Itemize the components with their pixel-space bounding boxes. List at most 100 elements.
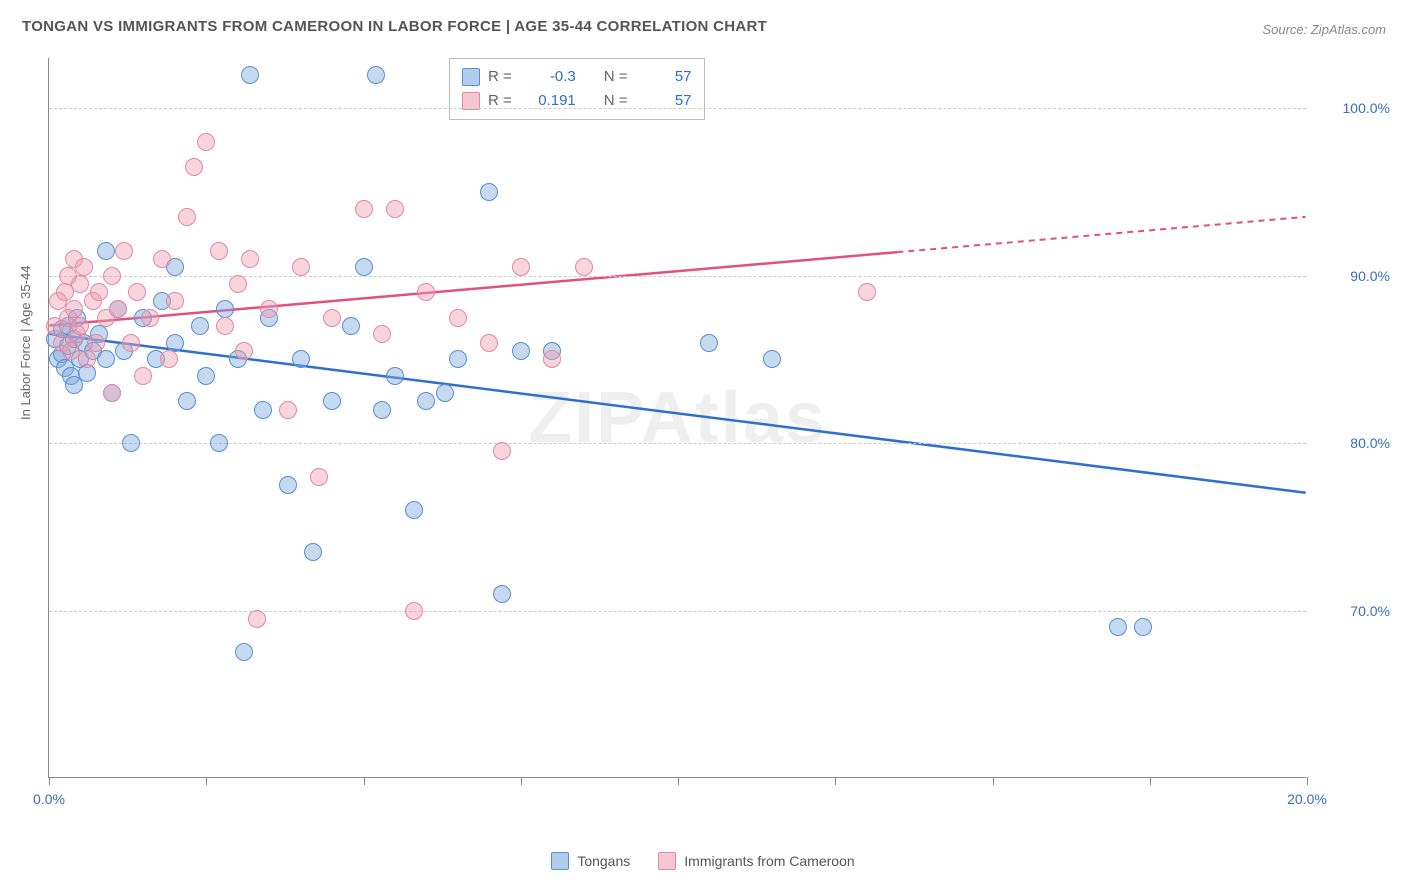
scatter-point bbox=[115, 242, 133, 260]
scatter-point bbox=[304, 543, 322, 561]
scatter-point bbox=[493, 442, 511, 460]
scatter-point bbox=[355, 200, 373, 218]
gridline-h bbox=[49, 443, 1306, 444]
scatter-point bbox=[373, 325, 391, 343]
scatter-point bbox=[97, 242, 115, 260]
trend-line-dashed bbox=[897, 217, 1305, 252]
y-tick-label: 80.0% bbox=[1350, 435, 1390, 451]
r-value-tongans: -0.3 bbox=[520, 65, 576, 89]
scatter-point bbox=[197, 133, 215, 151]
x-tick bbox=[1307, 777, 1308, 785]
gridline-h bbox=[49, 611, 1306, 612]
plot-area: ZIPAtlas R = -0.3 N = 57 R = 0.191 N = 5… bbox=[48, 58, 1306, 778]
x-tick bbox=[678, 777, 679, 785]
scatter-point bbox=[449, 309, 467, 327]
scatter-point bbox=[71, 317, 89, 335]
scatter-point bbox=[141, 309, 159, 327]
x-tick bbox=[49, 777, 50, 785]
chart-title: TONGAN VS IMMIGRANTS FROM CAMEROON IN LA… bbox=[22, 18, 767, 35]
n-value-cameroon: 57 bbox=[636, 89, 692, 113]
scatter-point bbox=[75, 258, 93, 276]
scatter-point bbox=[323, 309, 341, 327]
scatter-point bbox=[185, 158, 203, 176]
scatter-point bbox=[292, 350, 310, 368]
source-attribution: Source: ZipAtlas.com bbox=[1262, 22, 1386, 37]
scatter-point bbox=[166, 334, 184, 352]
y-tick-label: 70.0% bbox=[1350, 603, 1390, 619]
scatter-point bbox=[241, 66, 259, 84]
scatter-point bbox=[493, 585, 511, 603]
scatter-point bbox=[248, 610, 266, 628]
scatter-point bbox=[210, 242, 228, 260]
scatter-point bbox=[216, 317, 234, 335]
scatter-point bbox=[260, 300, 278, 318]
scatter-point bbox=[122, 434, 140, 452]
scatter-point bbox=[512, 342, 530, 360]
scatter-point bbox=[700, 334, 718, 352]
scatter-point bbox=[417, 283, 435, 301]
legend-label-cameroon: Immigrants from Cameroon bbox=[684, 853, 854, 869]
legend-label-tongans: Tongans bbox=[577, 853, 630, 869]
r-label: R = bbox=[488, 89, 512, 113]
x-tick bbox=[364, 777, 365, 785]
scatter-point bbox=[97, 350, 115, 368]
x-tick-label: 20.0% bbox=[1287, 791, 1327, 807]
scatter-point bbox=[386, 200, 404, 218]
scatter-point bbox=[235, 342, 253, 360]
scatter-point bbox=[103, 267, 121, 285]
n-label: N = bbox=[604, 65, 628, 89]
y-tick-label: 100.0% bbox=[1343, 100, 1390, 116]
watermark: ZIPAtlas bbox=[528, 377, 827, 459]
scatter-point bbox=[197, 367, 215, 385]
scatter-point bbox=[178, 392, 196, 410]
n-value-tongans: 57 bbox=[636, 65, 692, 89]
scatter-point bbox=[229, 275, 247, 293]
scatter-point bbox=[65, 300, 83, 318]
stats-row-tongans: R = -0.3 N = 57 bbox=[462, 65, 692, 89]
scatter-point bbox=[575, 258, 593, 276]
scatter-point bbox=[160, 350, 178, 368]
scatter-point bbox=[210, 434, 228, 452]
scatter-point bbox=[373, 401, 391, 419]
scatter-point bbox=[417, 392, 435, 410]
scatter-point bbox=[436, 384, 454, 402]
scatter-point bbox=[512, 258, 530, 276]
scatter-point bbox=[405, 602, 423, 620]
scatter-point bbox=[449, 350, 467, 368]
scatter-point bbox=[355, 258, 373, 276]
swatch-blue-icon bbox=[462, 68, 480, 86]
scatter-point bbox=[71, 275, 89, 293]
scatter-point bbox=[178, 208, 196, 226]
y-axis-label: In Labor Force | Age 35-44 bbox=[18, 266, 33, 420]
scatter-point bbox=[128, 283, 146, 301]
chart-container: TONGAN VS IMMIGRANTS FROM CAMEROON IN LA… bbox=[0, 0, 1406, 892]
scatter-point bbox=[134, 367, 152, 385]
scatter-point bbox=[122, 334, 140, 352]
correlation-stats-box: R = -0.3 N = 57 R = 0.191 N = 57 bbox=[449, 58, 705, 120]
scatter-point bbox=[342, 317, 360, 335]
scatter-point bbox=[1109, 618, 1127, 636]
x-tick-label: 0.0% bbox=[33, 791, 65, 807]
scatter-point bbox=[109, 300, 127, 318]
scatter-point bbox=[763, 350, 781, 368]
scatter-point bbox=[78, 350, 96, 368]
swatch-blue-icon bbox=[551, 852, 569, 870]
trend-lines-svg bbox=[49, 58, 1306, 777]
x-tick bbox=[993, 777, 994, 785]
scatter-point bbox=[292, 258, 310, 276]
scatter-point bbox=[87, 334, 105, 352]
scatter-point bbox=[405, 501, 423, 519]
bottom-legend: Tongans Immigrants from Cameroon bbox=[0, 852, 1406, 870]
scatter-point bbox=[241, 250, 259, 268]
legend-item-tongans: Tongans bbox=[551, 852, 630, 870]
r-label: R = bbox=[488, 65, 512, 89]
scatter-point bbox=[166, 292, 184, 310]
scatter-point bbox=[543, 350, 561, 368]
stats-row-cameroon: R = 0.191 N = 57 bbox=[462, 89, 692, 113]
scatter-point bbox=[235, 643, 253, 661]
scatter-point bbox=[191, 317, 209, 335]
legend-item-cameroon: Immigrants from Cameroon bbox=[658, 852, 854, 870]
scatter-point bbox=[279, 401, 297, 419]
scatter-point bbox=[858, 283, 876, 301]
scatter-point bbox=[386, 367, 404, 385]
